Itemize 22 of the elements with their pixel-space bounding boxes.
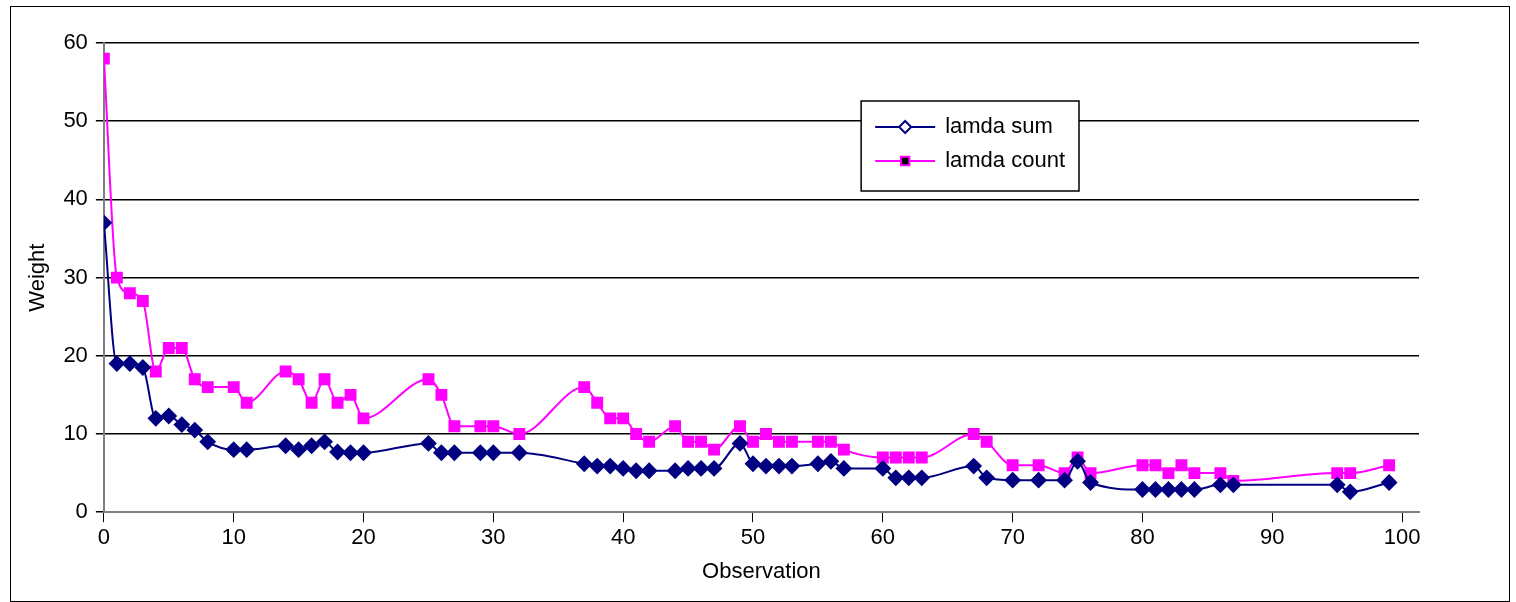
y-tick-label: 50 [63,107,88,133]
x-tick-label: 70 [1000,524,1025,550]
x-tick-label: 80 [1130,524,1155,550]
x-tick-label: 20 [351,524,376,550]
legend-label: lamda sum [945,113,1053,139]
x-tick-label: 90 [1260,524,1285,550]
x-tick-label: 30 [481,524,506,550]
y-tick-label: 20 [63,341,88,367]
x-tick-label: 40 [610,524,636,550]
y-tick-label: 30 [63,263,88,289]
x-axis-title: Observation [702,557,821,583]
x-tick-label: 60 [870,524,896,550]
y-tick-label: 40 [63,185,88,211]
x-tick-label: 0 [97,524,110,550]
y-tick-label: 0 [75,498,88,524]
y-axis-title: Weight [24,243,50,312]
y-tick-label: 10 [63,420,88,446]
x-tick-label: 50 [740,524,766,550]
x-tick-label: 10 [221,524,246,550]
y-tick-label: 60 [63,29,88,55]
legend-label: lamda count [945,147,1066,173]
x-tick-label: 100 [1383,524,1421,550]
